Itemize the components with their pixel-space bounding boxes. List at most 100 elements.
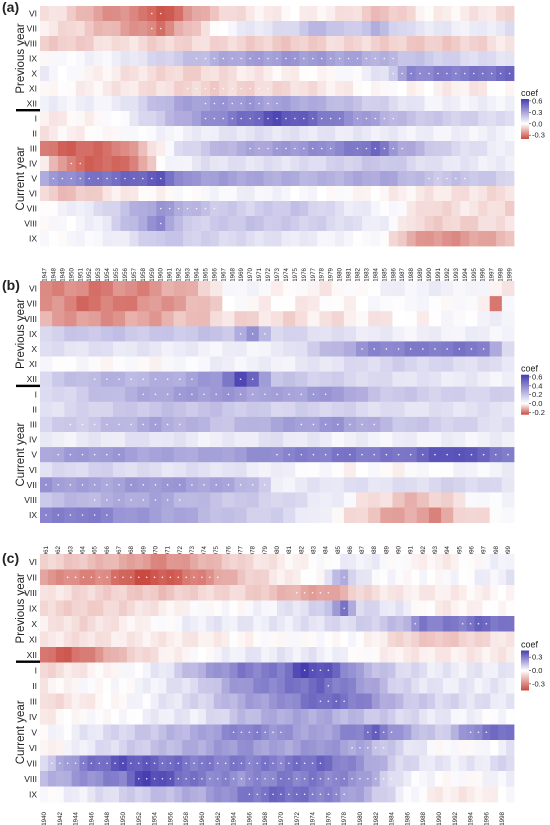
panel-c: VIVIIVIIIIXXXIXIIIIIIIIIVVVIVIIVIIIIXPre… — [2, 550, 545, 825]
heatmap-cell — [356, 554, 365, 570]
x-tick-label: 1984 — [372, 267, 379, 281]
heatmap-cell — [335, 231, 345, 247]
heatmap-cell — [505, 21, 515, 37]
heatmap-cell — [258, 432, 272, 448]
heatmap-cell — [40, 6, 50, 22]
heatmap-cell — [451, 141, 461, 157]
heatmap-cell — [126, 740, 136, 756]
heatmap-cell — [245, 662, 254, 679]
heatmap-cell — [277, 647, 286, 663]
heatmap-cell — [79, 616, 88, 632]
heatmap-cell — [387, 569, 396, 586]
heatmap-cell — [344, 21, 354, 37]
heatmap-cell — [57, 126, 68, 142]
heatmap-cell — [71, 678, 80, 694]
heatmap-cell — [501, 296, 515, 312]
panel-a: VIVIIVIIIIXXXIXIIIIIIIIIVVVIVIIVIIIIXPre… — [2, 0, 545, 282]
heatmap-cell — [487, 141, 497, 157]
heatmap-cell — [353, 216, 363, 232]
heatmap-cell — [424, 231, 434, 247]
significance-dot — [288, 393, 290, 396]
heatmap-cell — [442, 96, 452, 112]
heatmap-cell — [102, 141, 112, 157]
heatmap-cell — [213, 693, 223, 710]
heatmap-cell — [433, 51, 443, 67]
heatmap-cell — [112, 341, 126, 357]
heatmap-cell — [93, 66, 103, 82]
heatmap-cell — [125, 281, 138, 297]
heatmap-cell — [263, 66, 273, 82]
heatmap-cell — [111, 693, 120, 710]
significance-dot — [327, 591, 330, 594]
heatmap-cell — [254, 126, 264, 142]
heatmap-cell — [149, 447, 162, 463]
heatmap-cell — [200, 21, 211, 37]
heatmap-cell — [119, 740, 128, 756]
heatmap-cell — [161, 311, 175, 327]
heatmap-cell — [450, 662, 460, 679]
heatmap-cell — [356, 477, 369, 493]
heatmap-cell — [379, 201, 390, 217]
heatmap-cell — [120, 36, 130, 52]
x-tick-label: 1986 — [390, 267, 397, 281]
heatmap-cell — [183, 126, 193, 142]
heatmap-cell — [57, 21, 68, 37]
heatmap-cell — [57, 156, 68, 172]
heatmap-cell — [95, 693, 104, 710]
heatmap-cell — [254, 66, 264, 82]
heatmap-cell — [453, 281, 466, 297]
heatmap-cell — [200, 126, 211, 142]
heatmap-cell — [283, 416, 296, 433]
heatmap-cell — [185, 507, 199, 523]
heatmap-cell — [150, 786, 159, 803]
heatmap-cell — [453, 326, 466, 342]
heatmap-cell — [419, 554, 428, 570]
x-tick-label: 1966 — [104, 545, 111, 559]
heatmap-cell — [458, 786, 467, 803]
heatmap-cell — [387, 647, 396, 663]
x-tick-label: 1963 — [185, 267, 192, 281]
heatmap-cell — [506, 771, 515, 787]
heatmap-cell — [489, 386, 503, 403]
heatmap-cell — [95, 647, 104, 663]
heatmap-cell — [331, 326, 345, 342]
heatmap-cell — [469, 21, 479, 37]
heatmap-cell — [272, 186, 282, 202]
heatmap-cell — [63, 600, 72, 617]
heatmap-cell — [392, 477, 406, 493]
heatmap-cell — [370, 186, 381, 202]
heatmap-cell — [415, 36, 425, 52]
heatmap-cell — [111, 6, 121, 22]
significance-dot — [300, 393, 303, 396]
significance-dot — [185, 777, 187, 780]
x-tick-label: 1965 — [92, 545, 99, 559]
heatmap-cell — [76, 311, 90, 327]
heatmap-cell — [406, 21, 417, 37]
heatmap-cell — [237, 569, 246, 586]
heatmap-cell — [433, 216, 443, 232]
heatmap-cell — [331, 462, 345, 478]
significance-dot — [437, 72, 439, 75]
heatmap-cell — [93, 156, 103, 172]
heatmap-cell — [75, 51, 86, 67]
heatmap-cell — [174, 51, 184, 67]
heatmap-cell — [319, 311, 333, 327]
heatmap-cell — [406, 81, 417, 97]
heatmap-cell — [411, 647, 420, 663]
heatmap-cell — [234, 356, 248, 372]
heatmap-cell — [490, 616, 499, 632]
heatmap-cell — [218, 141, 229, 157]
heatmap-cell — [229, 693, 238, 710]
heatmap-cell — [261, 647, 270, 663]
significance-dot — [285, 147, 287, 150]
heatmap-cell — [295, 401, 308, 418]
heatmap-cell — [392, 386, 406, 403]
significance-dot — [251, 393, 254, 396]
heatmap-cell — [182, 709, 191, 725]
heatmap-cell — [161, 507, 175, 523]
heatmap-cell — [465, 401, 478, 418]
heatmap-cell — [340, 631, 349, 648]
heatmap-cell — [317, 96, 327, 112]
heatmap-cell — [356, 432, 369, 448]
